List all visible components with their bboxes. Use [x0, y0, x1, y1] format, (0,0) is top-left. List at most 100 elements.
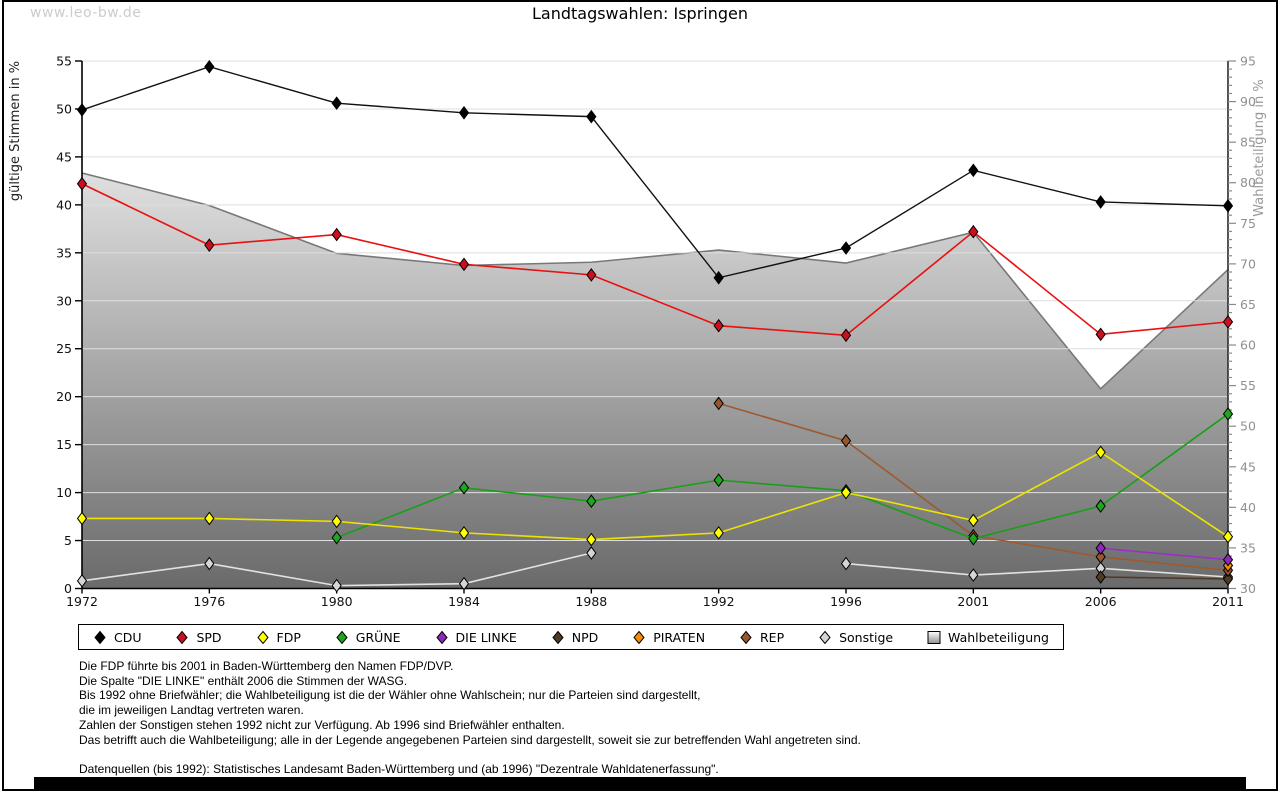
data-point — [1095, 550, 1106, 564]
right-tick-label: 95 — [1240, 54, 1256, 69]
diamond-marker-icon — [176, 630, 189, 644]
right-tick-label: 45 — [1240, 459, 1256, 474]
left-tick-label: 5 — [64, 533, 72, 548]
diamond-marker-icon — [336, 630, 348, 644]
x-tick-label: 1996 — [830, 594, 862, 609]
right-tick-label: 55 — [1240, 378, 1256, 393]
right-tick-label: 70 — [1240, 256, 1256, 271]
data-point — [458, 526, 470, 540]
right-tick-label: 85 — [1240, 135, 1256, 150]
footnotes: Die FDP führte bis 2001 in Baden-Württem… — [79, 659, 861, 777]
data-point — [1222, 552, 1234, 567]
watermark: www.leo-bw.de — [30, 5, 142, 21]
legend-item-piraten: PIRATEN — [632, 630, 705, 645]
x-tick-label: 1972 — [66, 594, 98, 609]
legend-label: CDU — [114, 629, 142, 645]
data-point — [968, 513, 979, 528]
legend-item-fdp: FDP — [256, 630, 301, 645]
data-point — [713, 270, 724, 285]
left-tick-label: 30 — [56, 293, 72, 308]
data-point — [1095, 499, 1106, 513]
bottom-bar — [34, 777, 1246, 790]
legend-item-spd: SPD — [175, 629, 222, 645]
legend-label: SPD — [196, 629, 222, 645]
footnote-line: Die Spalte "DIE LINKE" enthält 2006 die … — [79, 673, 408, 688]
series-spd — [76, 176, 1234, 343]
legend-item-wahlbeteiligung: Wahlbeteiligung — [927, 630, 1049, 645]
x-tick-label: 1976 — [193, 594, 225, 609]
footnote-line: Die FDP führte bis 2001 in Baden-Württem… — [79, 659, 454, 673]
right-tick-label: 60 — [1240, 338, 1256, 353]
data-point — [458, 105, 470, 120]
data-point — [586, 268, 597, 282]
right-tick-label: 40 — [1240, 500, 1256, 515]
data-point — [1222, 315, 1234, 329]
left-tick-label: 45 — [56, 149, 72, 164]
data-point — [331, 578, 342, 593]
gradient-square-icon — [927, 630, 941, 644]
footnote-spacer — [79, 747, 861, 762]
data-point — [713, 396, 724, 411]
legend-item-rep: REP — [739, 630, 784, 645]
legend-item-grüne: GRÜNE — [335, 630, 401, 645]
data-point — [1095, 541, 1106, 556]
left-tick-label: 15 — [56, 437, 72, 452]
diamond-marker-icon — [435, 630, 448, 644]
data-point — [1222, 572, 1234, 586]
legend-label: PIRATEN — [653, 629, 706, 645]
data-point — [713, 473, 724, 487]
data-point — [840, 556, 852, 571]
wahlbeteiligung-line — [81, 172, 1229, 391]
data-point — [331, 227, 342, 242]
footnote-line: die im jeweiligen Landtag vertreten ware… — [79, 703, 304, 718]
series-cdu — [76, 59, 1234, 285]
x-tick-label: 2006 — [1085, 594, 1117, 609]
data-point — [968, 163, 979, 178]
left-tick-label: 35 — [56, 245, 72, 260]
x-tick-label: 2001 — [957, 594, 989, 609]
legend-label: REP — [760, 629, 785, 645]
series-fdp — [76, 445, 1234, 547]
page-title: Landtagswahlen: Ispringen — [531, 4, 749, 23]
footnote-line: Das betrifft auch die Wahlbeteiligung; a… — [79, 732, 861, 747]
data-point — [713, 318, 724, 333]
legend-label: Sonstige — [839, 629, 894, 645]
right-axis-ticks: 30 35 40 45 50 55 60 65 70 75 80 85 90 95 — [1228, 54, 1256, 596]
data-point — [1095, 195, 1106, 209]
data-point — [968, 224, 979, 239]
diamond-marker-icon — [256, 630, 269, 644]
left-tick-label: 10 — [56, 485, 72, 500]
diamond-marker-icon — [740, 630, 752, 644]
left-axis-title: gültige Stimmen in % — [8, 61, 23, 201]
diamond-marker-icon — [94, 630, 106, 644]
x-tick-label: 1988 — [575, 594, 607, 609]
data-point — [968, 568, 979, 582]
right-axis-title: Wahlbeteiligung in % — [1252, 79, 1267, 216]
data-point — [968, 531, 979, 546]
data-point — [840, 433, 852, 448]
left-tick-label: 55 — [56, 54, 72, 69]
wahlbeteiligung-area — [82, 172, 1228, 589]
legend-item-sonstige: Sonstige — [818, 630, 893, 645]
data-point — [331, 96, 342, 111]
footnote-line: Zahlen der Sonstigen stehen 1992 nicht z… — [79, 717, 565, 732]
series-sonstige — [76, 546, 1234, 593]
election-line-chart: 0 5 10 15 20 25 30 35 40 45 50 55 30 35 40 45 50 55 60 65 70… — [8, 54, 1267, 610]
data-point — [586, 109, 597, 124]
data-point — [1095, 570, 1106, 584]
left-tick-label: 25 — [56, 341, 72, 356]
data-point — [840, 485, 852, 500]
data-point — [76, 573, 88, 588]
x-tick-label: 1984 — [448, 594, 480, 609]
diamond-marker-icon — [552, 630, 564, 644]
series-die-linke — [1095, 541, 1234, 567]
series-grüne — [331, 407, 1234, 546]
data-point — [1095, 327, 1106, 342]
right-tick-label: 75 — [1240, 216, 1256, 231]
diamond-marker-icon — [633, 630, 645, 644]
left-tick-label: 20 — [56, 389, 72, 404]
chart-legend: CDU SPD FDP GRÜNE DIE LINKE NPD PIRATEN REP Sons… — [78, 624, 1064, 650]
data-point — [1222, 529, 1234, 544]
left-tick-label: 50 — [56, 101, 72, 116]
data-point — [76, 176, 88, 191]
